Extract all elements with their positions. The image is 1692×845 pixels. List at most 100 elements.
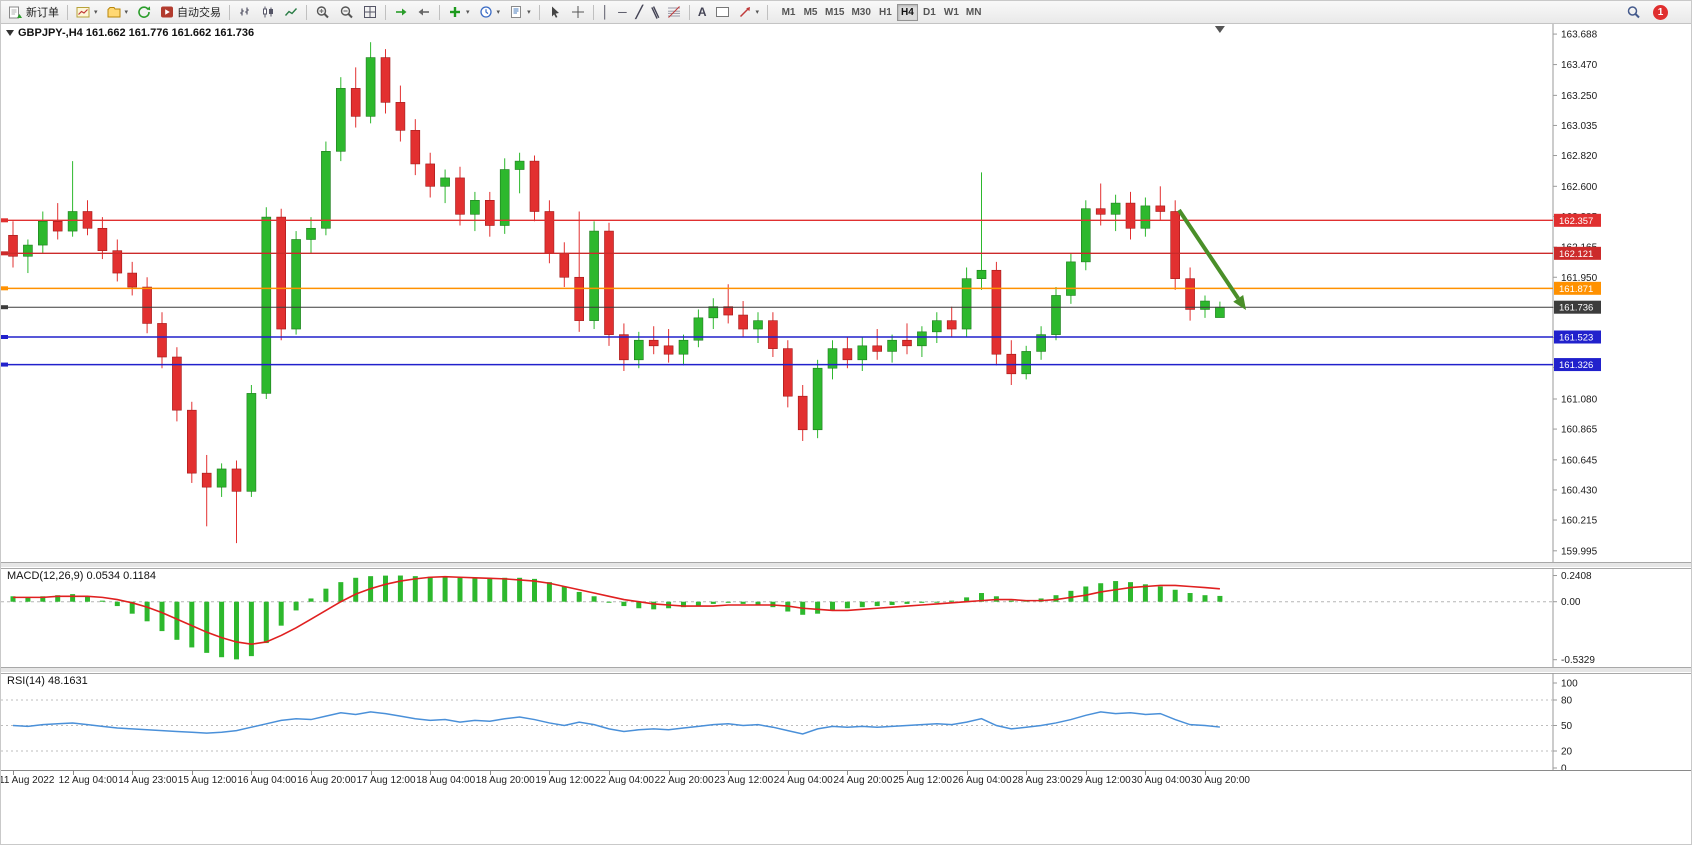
zoom-out-button[interactable] [335,3,358,22]
chart-shift-button[interactable] [413,3,435,22]
autotrading-button[interactable]: 自动交易 [156,3,225,22]
timeframe-m5[interactable]: M5 [800,4,821,21]
time-axis[interactable]: 11 Aug 2022 12 Aug 04:00 14 Aug 23:00 15 Au… [1,770,1691,791]
line-handle[interactable] [1,362,8,367]
candles [8,42,1225,544]
panel-splitter[interactable] [1,667,1691,673]
channel-button[interactable]: ∥ [648,3,662,22]
horizontal-line-icon: ─ [618,5,627,19]
candle [127,261,137,296]
candle [67,161,78,237]
templates-button[interactable]: ▾ [505,3,535,22]
candle [872,329,883,360]
time-tick [549,771,551,775]
price-tick-label: 163.035 [1561,121,1598,132]
periods-button[interactable]: ▾ [475,3,505,22]
profiles-button[interactable]: ▾ [103,3,133,22]
auto-scroll-button[interactable] [390,3,412,22]
text-button[interactable]: A [694,3,711,22]
macd-tick-label: 0.00 [1561,597,1581,608]
toolbar-separator [306,4,308,20]
line-handle[interactable] [1,286,8,291]
time-tick [728,771,730,775]
main-toolbar: 新订单 ▾ ▾ 自动交易 [1,1,1691,24]
text-label-button[interactable] [712,3,733,22]
timeframe-h1[interactable]: H1 [875,4,896,21]
refresh-icon [138,6,151,18]
price-tick-label: 163.470 [1561,60,1598,71]
candlestick-chart[interactable]: 163.688 163.470 163.250 163.035 162.820 162.6… [1,24,1692,562]
macd-panel[interactable]: MACD(12,26,9) 0.0534 0.1184 0.2408 0.00 -0… [1,568,1691,667]
time-axis-label: 22 Aug 20:00 [654,775,714,786]
text-label-icon [715,7,729,17]
tile-windows-button[interactable] [359,3,381,22]
time-axis-label: 28 Aug 23:00 [1012,775,1072,786]
candle [976,172,987,290]
horizontal-line-button[interactable]: ─ [614,3,631,22]
macd-chart[interactable]: 0.2408 0.00 -0.5329 [1,568,1692,667]
line-chart-icon [285,8,298,16]
trendline-button[interactable]: ╱ [632,3,647,22]
chevron-down-icon: ▾ [755,9,760,16]
candle [946,306,957,338]
price-tick-label: 162.600 [1561,182,1598,193]
new-chart-icon [76,7,90,18]
time-axis-label: 14 Aug 23:00 [118,775,178,786]
macd-histogram [10,575,1223,660]
timeframe-w1[interactable]: W1 [941,4,962,21]
candle [1036,326,1046,360]
timeframe-d1[interactable]: D1 [919,4,940,21]
candle [82,200,93,236]
rsi-label: RSI(14) 48.1631 [7,675,88,687]
search-icon[interactable] [1626,5,1641,20]
chart-menu-triangle-icon[interactable] [6,30,14,36]
fibonacci-button[interactable] [663,3,685,22]
panel-splitter[interactable] [1,562,1691,568]
vertical-line-button[interactable]: │ [598,3,614,22]
refresh-button[interactable] [133,3,155,22]
time-tick [609,771,610,775]
line-chart-button[interactable] [280,3,302,22]
time-tick [132,771,134,775]
candle [961,267,972,338]
notification-badge[interactable]: 1 [1653,4,1668,20]
timeframe-mn[interactable]: MN [963,4,985,21]
line-handle[interactable] [1,335,8,340]
candle [52,203,63,240]
trend-arrow[interactable] [1177,208,1240,300]
rsi-chart[interactable]: 100 80 50 20 0 [1,673,1692,770]
macd-signal-line [13,575,1220,645]
candle [410,119,421,176]
candle [723,284,734,324]
line-handle[interactable] [1,251,8,256]
candle [157,312,167,369]
toolbar-separator [67,4,68,20]
new-chart-button[interactable]: ▾ [72,3,102,22]
price-badge [1554,300,1601,314]
new-order-button[interactable]: 新订单 [4,3,63,22]
candle [693,309,704,348]
cursor-button[interactable] [544,3,566,22]
timeframe-h4[interactable]: H4 [896,3,918,21]
timeframe-m1[interactable]: M1 [778,4,799,21]
rsi-panel[interactable]: RSI(14) 48.1631 100 80 50 20 0 [1,673,1691,770]
price-badge [1554,330,1601,344]
timeframe-m30[interactable]: M30 [848,4,873,21]
candle [335,77,346,162]
line-handle[interactable] [1,218,8,223]
indicators-button[interactable]: ▾ [444,3,474,22]
candlestick-chart-button[interactable] [257,3,279,22]
time-axis-label: 18 Aug 04:00 [416,775,476,786]
chart-shift-marker-icon[interactable] [1214,26,1225,33]
zoom-in-button[interactable] [311,3,334,22]
bar-chart-button[interactable] [234,3,256,22]
line-handle[interactable] [1,305,8,310]
candle [708,298,719,330]
timeframe-m15[interactable]: M15 [822,4,847,21]
arrows-tool-button[interactable]: ▾ [734,3,764,22]
time-axis-label: 16 Aug 20:00 [297,775,356,786]
crosshair-button[interactable] [567,3,589,22]
price-chart-panel[interactable]: GBPJPY-,H4 161.662 161.776 161.662 161.7… [1,24,1691,562]
candle [1051,287,1061,341]
trend-arrow-head[interactable] [1233,295,1246,310]
